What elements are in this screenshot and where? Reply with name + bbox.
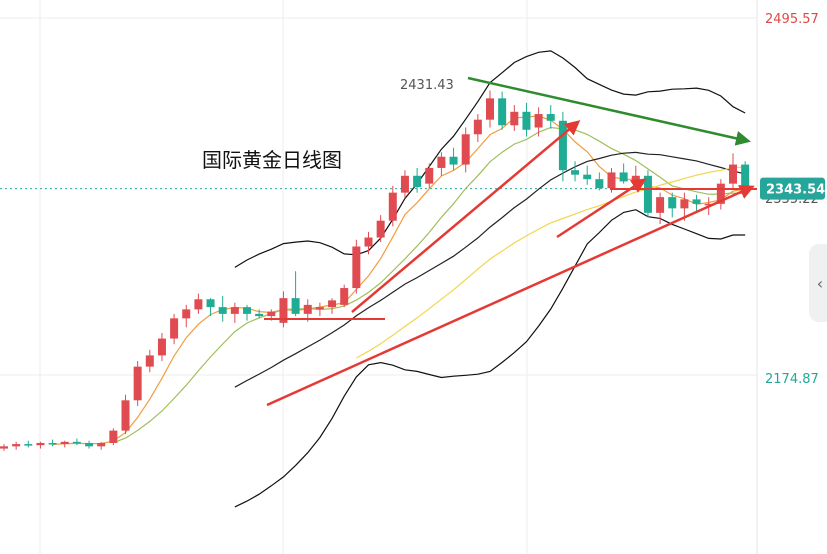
candle-up (656, 197, 665, 213)
candle-down (206, 299, 215, 308)
candle-up (170, 318, 179, 339)
grid (0, 0, 758, 554)
candle-down (449, 156, 458, 165)
last-price-label: 2343.54 (766, 183, 825, 198)
price-tick-label: 2174.87 (765, 372, 819, 387)
candle-up (607, 172, 616, 189)
trend-annotations (264, 76, 757, 407)
candle-up (121, 400, 130, 431)
candle-up (194, 299, 203, 310)
candle-down (741, 164, 750, 189)
ma30-line (356, 166, 746, 359)
candle-down (48, 442, 57, 445)
ma20-line (234, 151, 746, 388)
candle-down (255, 313, 264, 317)
candle-up (157, 338, 166, 356)
candle-down (558, 120, 567, 171)
candle-up (60, 441, 69, 445)
candle-up (400, 175, 409, 193)
candle-up (510, 111, 519, 126)
candle-up (729, 164, 737, 184)
candle-down (522, 111, 531, 130)
candle-down (668, 197, 677, 209)
candle-down (291, 298, 300, 314)
candle-down (583, 174, 592, 180)
uptrend-arrow-1 (351, 120, 581, 313)
candle-down (218, 307, 227, 314)
candle-up (182, 309, 191, 319)
candle-down (595, 179, 604, 189)
candle-up (315, 307, 324, 310)
candle-up (376, 220, 385, 238)
high-price-label: 2431.43 (400, 78, 454, 93)
ma5-line (52, 115, 746, 446)
chart-title: 国际黄金日线图 (202, 148, 342, 172)
candle-up (328, 300, 337, 308)
candle-down (619, 172, 628, 182)
candle-up (680, 199, 689, 209)
bollinger-lower (234, 209, 746, 508)
collapse-panel-handle[interactable]: ‹ (809, 244, 827, 322)
candle-up (145, 355, 154, 367)
candle-down (413, 175, 422, 188)
candle-up (473, 119, 482, 135)
candle-up (0, 446, 8, 449)
candle-up (388, 192, 397, 221)
candle-down (546, 114, 555, 121)
ma10-line (113, 126, 746, 444)
candle-up (534, 114, 543, 128)
candle-down (72, 441, 81, 444)
candle-up (279, 298, 288, 323)
candle-up (352, 246, 361, 289)
chevron-left-icon: ‹ (816, 273, 824, 293)
candle-down (243, 307, 251, 314)
candle-up (340, 288, 349, 305)
candle-up (704, 203, 713, 206)
candle-up (631, 175, 640, 182)
candle-up (716, 183, 725, 204)
candle-up (486, 98, 494, 120)
candle-up (12, 444, 21, 447)
candle-up (36, 442, 45, 446)
candle-up (303, 304, 312, 314)
candle-up (109, 430, 118, 443)
candle-up (461, 134, 470, 165)
candle-down (498, 98, 507, 126)
price-tick-label: 2495.57 (765, 12, 819, 27)
candle-up (267, 311, 276, 317)
candle-up (425, 167, 434, 184)
candle-up (97, 442, 106, 447)
candle-down (24, 444, 33, 446)
downtrend-arrow (467, 76, 751, 146)
candle-down (85, 442, 94, 447)
candle-down (571, 170, 580, 175)
candle-up (230, 307, 239, 314)
candle-down (692, 199, 701, 204)
uptrend-arrow-2 (266, 185, 755, 407)
candle-down (643, 175, 652, 213)
candle-up (364, 237, 373, 247)
candle-up (437, 156, 446, 168)
candle-up (133, 366, 142, 401)
moving-averages (52, 115, 746, 446)
candlesticks (0, 90, 750, 451)
last-price-badge (760, 177, 825, 200)
